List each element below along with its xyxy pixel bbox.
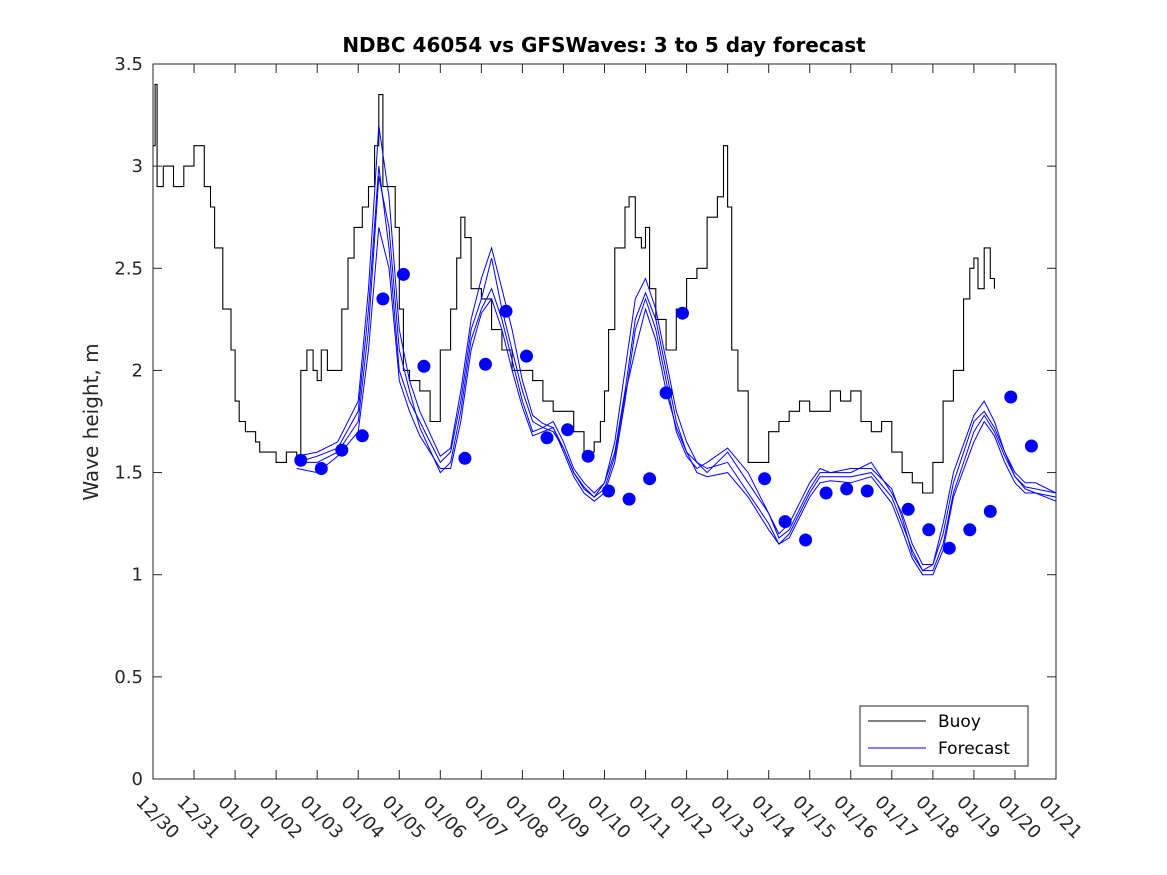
forecast-marker xyxy=(335,443,349,457)
forecast-marker xyxy=(778,515,792,529)
forecast-marker xyxy=(458,451,472,465)
chart-title: NDBC 46054 vs GFSWaves: 3 to 5 day forec… xyxy=(342,33,866,57)
y-axis-label: Wave height, m xyxy=(79,343,103,500)
forecast-marker xyxy=(520,349,533,363)
buoy-series xyxy=(153,83,995,494)
forecast-marker xyxy=(659,386,673,400)
forecast-marker xyxy=(963,523,977,537)
forecast-marker xyxy=(479,357,492,371)
legend: Buoy Forecast xyxy=(859,705,1029,767)
forecast-marker xyxy=(581,449,595,463)
forecast-marker xyxy=(840,482,854,496)
forecast-marker xyxy=(294,453,308,467)
forecast-marker xyxy=(540,431,554,445)
forecast-line-3 xyxy=(296,125,1057,572)
forecast-marker xyxy=(643,472,657,486)
y-tick-label: 3.5 xyxy=(114,54,143,75)
forecast-marker xyxy=(499,304,513,318)
forecast-marker xyxy=(417,359,431,373)
forecast-marker xyxy=(561,423,575,437)
forecast-marker xyxy=(396,267,410,281)
forecast-marker xyxy=(860,484,874,498)
forecast-marker xyxy=(983,504,997,518)
forecast-marker xyxy=(602,484,616,498)
legend-buoy-label: Buoy xyxy=(938,712,981,732)
forecast-line-1 xyxy=(296,166,1057,565)
forecast-marker xyxy=(758,472,772,486)
y-tick-label: 2 xyxy=(132,360,143,381)
forecast-markers xyxy=(294,267,1038,555)
forecast-marker xyxy=(1004,390,1018,404)
forecast-marker xyxy=(1024,439,1038,453)
forecast-marker xyxy=(942,541,956,555)
buoy-line xyxy=(153,83,995,494)
forecast-marker xyxy=(622,492,636,506)
forecast-series xyxy=(296,125,1057,576)
legend-box xyxy=(859,705,1029,767)
y-tick-label: 0 xyxy=(132,769,143,790)
forecast-marker xyxy=(799,533,813,547)
forecast-marker xyxy=(676,306,689,320)
forecast-marker xyxy=(819,486,833,500)
forecast-marker xyxy=(355,429,369,443)
forecast-marker xyxy=(376,292,390,306)
legend-forecast-label: Forecast xyxy=(938,739,1010,759)
y-tick-label: 2.5 xyxy=(114,258,143,279)
forecast-marker xyxy=(901,502,915,516)
forecast-marker xyxy=(314,462,328,475)
forecast-line-4 xyxy=(296,227,1057,576)
y-tick-label: 3 xyxy=(132,156,143,177)
y-tick-label: 1 xyxy=(132,565,143,586)
y-tick-label: 0.5 xyxy=(114,667,143,688)
y-tick-label: 1.5 xyxy=(114,463,143,484)
forecast-marker xyxy=(922,523,936,537)
forecast-line-2 xyxy=(296,176,1057,572)
